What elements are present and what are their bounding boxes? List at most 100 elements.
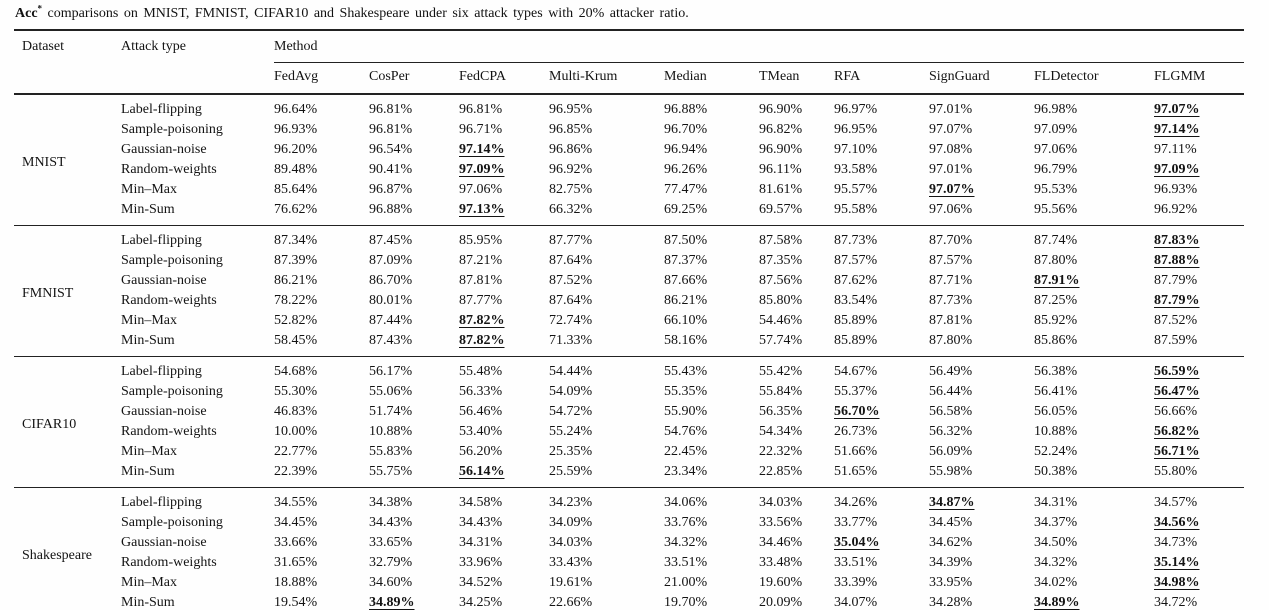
best-accuracy-value: 87.91% xyxy=(1034,273,1080,288)
attack-type-label: Label-flipping xyxy=(121,225,274,251)
accuracy-value-cell: 22.39% xyxy=(274,462,369,488)
accuracy-value-cell: 33.95% xyxy=(929,573,1034,593)
accuracy-value: 96.11% xyxy=(759,162,802,177)
accuracy-value-cell: 96.92% xyxy=(549,160,664,180)
accuracy-value: 87.58% xyxy=(759,233,803,248)
table-row: Min–Max 22.77% 55.83% 56.20% 25.35% 22.45% 22.… xyxy=(14,442,1244,462)
attack-type-label: Gaussian-noise xyxy=(121,404,207,419)
attack-type-label: Random-weights xyxy=(121,162,217,177)
accuracy-value-cell: 95.57% xyxy=(834,180,929,200)
accuracy-value: 96.81% xyxy=(369,102,413,117)
caption-metric-label: Acc xyxy=(15,6,38,21)
accuracy-value: 34.25% xyxy=(459,595,503,610)
accuracy-value: 56.05% xyxy=(1034,404,1078,419)
accuracy-value: 97.10% xyxy=(834,142,878,157)
accuracy-value-cell: 87.77% xyxy=(549,225,664,251)
accuracy-value: 85.89% xyxy=(834,313,878,328)
accuracy-value: 10.00% xyxy=(274,424,318,439)
accuracy-value: 56.46% xyxy=(459,404,503,419)
table-caption: Acc* comparisons on MNIST, FMNIST, CIFAR… xyxy=(0,0,1269,29)
accuracy-value: 96.54% xyxy=(369,142,413,157)
accuracy-value: 56.49% xyxy=(929,364,973,379)
dataset-column-header: Dataset xyxy=(22,39,64,54)
accuracy-value: 34.07% xyxy=(834,595,878,610)
accuracy-value-cell: 56.44% xyxy=(929,382,1034,402)
method-header-fedcpa: FedCPA xyxy=(459,62,549,95)
attack-type-label: Label-flipping xyxy=(121,356,274,382)
accuracy-value: 85.80% xyxy=(759,293,803,308)
accuracy-value-cell: 96.81% xyxy=(369,94,459,120)
accuracy-value-cell: 78.22% xyxy=(274,291,369,311)
accuracy-value: 20.09% xyxy=(759,595,803,610)
accuracy-value: 53.40% xyxy=(459,424,503,439)
accuracy-value-cell: 10.88% xyxy=(1034,422,1154,442)
accuracy-value: 54.68% xyxy=(274,364,318,379)
accuracy-value: 54.76% xyxy=(664,424,708,439)
accuracy-value: 96.64% xyxy=(274,102,318,117)
accuracy-value: 33.56% xyxy=(759,515,803,530)
accuracy-value: 96.98% xyxy=(1034,102,1078,117)
accuracy-value-cell: 87.35% xyxy=(759,251,834,271)
attack-type-label: Min–Max xyxy=(121,444,177,459)
attack-type-label: Label-flipping xyxy=(121,487,274,513)
accuracy-value-cell: 34.72% xyxy=(1154,593,1245,610)
accuracy-value: 96.26% xyxy=(664,162,708,177)
accuracy-value: 87.43% xyxy=(369,333,413,348)
accuracy-value-cell: 96.93% xyxy=(274,120,369,140)
accuracy-value: 54.44% xyxy=(549,364,593,379)
attack-type-label: Gaussian-noise xyxy=(121,273,207,288)
table-row: Random-weights 31.65% 32.79% 33.96% 33.43% 33… xyxy=(14,553,1244,573)
table-row: Random-weights 78.22% 80.01% 87.77% 87.64% 86… xyxy=(14,291,1244,311)
accuracy-value: 87.66% xyxy=(664,273,708,288)
accuracy-value-cell: 56.09% xyxy=(929,442,1034,462)
accuracy-value-cell: 34.98% xyxy=(1154,573,1244,593)
accuracy-value: 22.45% xyxy=(664,444,708,459)
attack-type-label: Label-flipping xyxy=(121,102,202,117)
accuracy-value-cell: 55.30% xyxy=(274,382,369,402)
accuracy-value-cell: 76.62% xyxy=(274,200,369,226)
accuracy-value: 56.17% xyxy=(369,364,413,379)
accuracy-value-cell: 55.24% xyxy=(549,422,664,442)
accuracy-value: 96.87% xyxy=(369,182,413,197)
accuracy-value: 55.83% xyxy=(369,444,413,459)
accuracy-value: 87.64% xyxy=(549,253,593,268)
accuracy-value-cell: 72.74% xyxy=(549,311,664,331)
accuracy-value: 55.37% xyxy=(834,384,878,399)
accuracy-value-cell: 96.11% xyxy=(759,160,834,180)
accuracy-value-cell: 95.53% xyxy=(1034,180,1154,200)
accuracy-value: 34.26% xyxy=(834,495,878,510)
accuracy-value: 97.08% xyxy=(929,142,973,157)
accuracy-value: 25.59% xyxy=(549,464,593,479)
accuracy-value: 10.88% xyxy=(369,424,413,439)
accuracy-value: 34.62% xyxy=(929,535,973,550)
accuracy-value: 22.66% xyxy=(549,595,593,610)
accuracy-value-cell: 22.45% xyxy=(664,442,759,462)
accuracy-value-cell: 33.96% xyxy=(459,553,549,573)
accuracy-value: 56.41% xyxy=(1034,384,1078,399)
accuracy-value-cell: 18.88% xyxy=(274,573,369,593)
accuracy-value: 55.43% xyxy=(664,364,708,379)
accuracy-value-cell: 87.25% xyxy=(1034,291,1154,311)
accuracy-value: 18.88% xyxy=(274,575,318,590)
accuracy-value-cell: 87.88% xyxy=(1154,251,1244,271)
accuracy-value-cell: 56.47% xyxy=(1154,382,1244,402)
attack-type-label: Gaussian-noise xyxy=(121,142,207,157)
accuracy-value-cell: 89.48% xyxy=(274,160,369,180)
accuracy-value: 33.96% xyxy=(459,555,503,570)
accuracy-value: 34.43% xyxy=(459,515,503,530)
accuracy-value: 87.59% xyxy=(1154,333,1198,348)
accuracy-value: 34.72% xyxy=(1154,595,1198,610)
accuracy-value-cell: 97.09% xyxy=(1034,120,1154,140)
accuracy-value-cell: 32.79% xyxy=(369,553,459,573)
accuracy-value: 87.80% xyxy=(929,333,973,348)
accuracy-value: 22.39% xyxy=(274,464,318,479)
accuracy-value: 33.66% xyxy=(274,535,318,550)
accuracy-value-cell: 56.35% xyxy=(759,402,834,422)
best-accuracy-value: 56.71% xyxy=(1154,444,1200,459)
accuracy-value-cell: 34.57% xyxy=(1154,487,1245,513)
accuracy-value: 96.93% xyxy=(1154,182,1198,197)
accuracy-value-cell: 34.23% xyxy=(549,487,664,513)
table-row: Sample-poisoning 55.30% 55.06% 56.33% 54.09%… xyxy=(14,382,1244,402)
accuracy-value-cell: 87.64% xyxy=(549,291,664,311)
